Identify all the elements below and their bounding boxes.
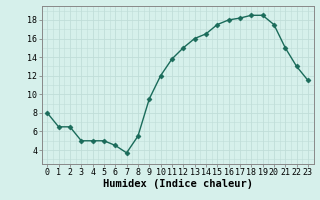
X-axis label: Humidex (Indice chaleur): Humidex (Indice chaleur): [103, 179, 252, 189]
